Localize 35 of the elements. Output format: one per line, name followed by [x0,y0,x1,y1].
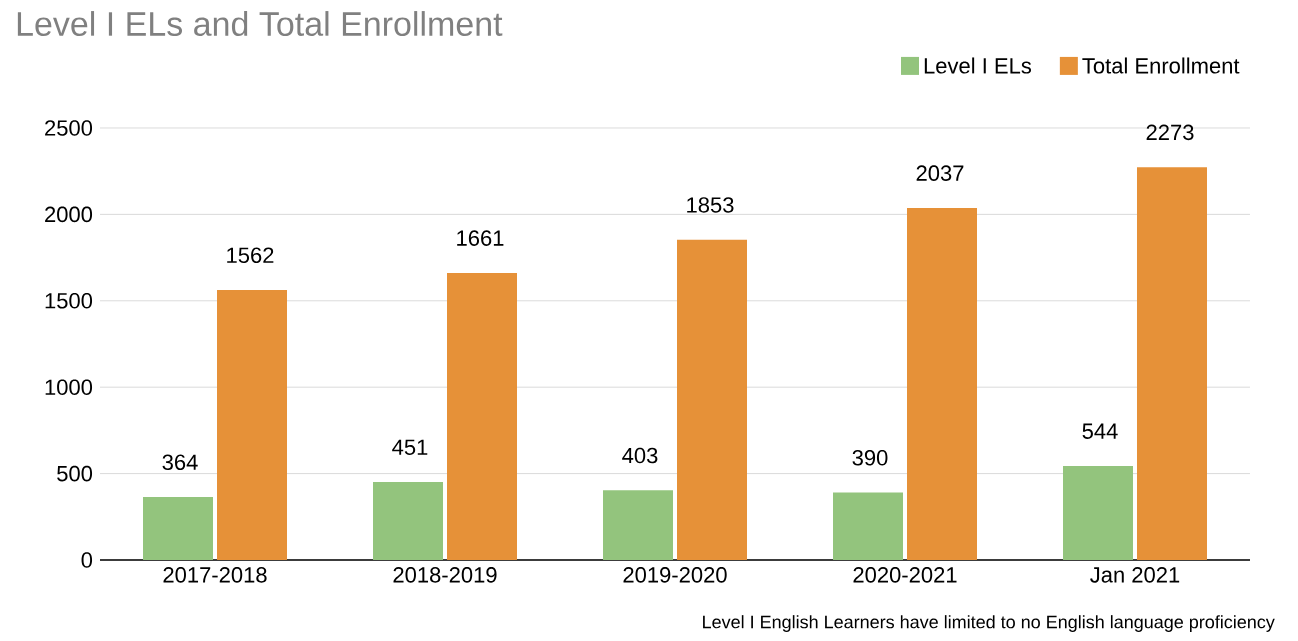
bar [447,272,517,560]
data-label: 364 [162,454,198,471]
bar [217,290,287,560]
bar [677,239,747,560]
legend-label: Total Enrollment [1082,57,1240,74]
data-label: 2037 [916,165,964,181]
y-tick-label: 2000 [45,206,93,223]
data-label: 544 [1082,423,1118,439]
bar [143,497,213,560]
bar [603,490,673,560]
data-label: 403 [622,447,658,464]
chart-title: Level I ELs and Total Enrollment [17,11,503,37]
data-label: 390 [852,449,888,466]
legend-label: Level I ELs [924,57,1032,74]
text: Level I English Learners have limited to no English language proficiency [703,615,1275,632]
bar [1063,465,1133,560]
data-label: 1562 [227,247,274,264]
x-tick-label: 2019-2020 [623,567,727,583]
bar [373,482,444,560]
data-label: 2273 [1146,124,1194,141]
y-tick-label: 1500 [45,293,93,309]
bar [1136,167,1207,560]
y-tick-label: 0 [81,552,93,568]
bar [907,207,977,560]
data-label: 1661 [457,230,504,246]
x-tick-label: 2020-2021 [853,567,957,583]
y-tick-label: 500 [57,465,93,482]
y-tick-label: 2500 [45,120,93,136]
x-tick-label: 2018-2019 [393,567,497,583]
x-tick-label: Jan 2021 [1090,567,1180,583]
y-tick-label: 1000 [45,379,93,395]
data-label: 451 [392,439,428,455]
data-label: 1853 [687,197,734,213]
bar [833,492,903,560]
x-tick-label: 2017-2018 [163,567,267,583]
